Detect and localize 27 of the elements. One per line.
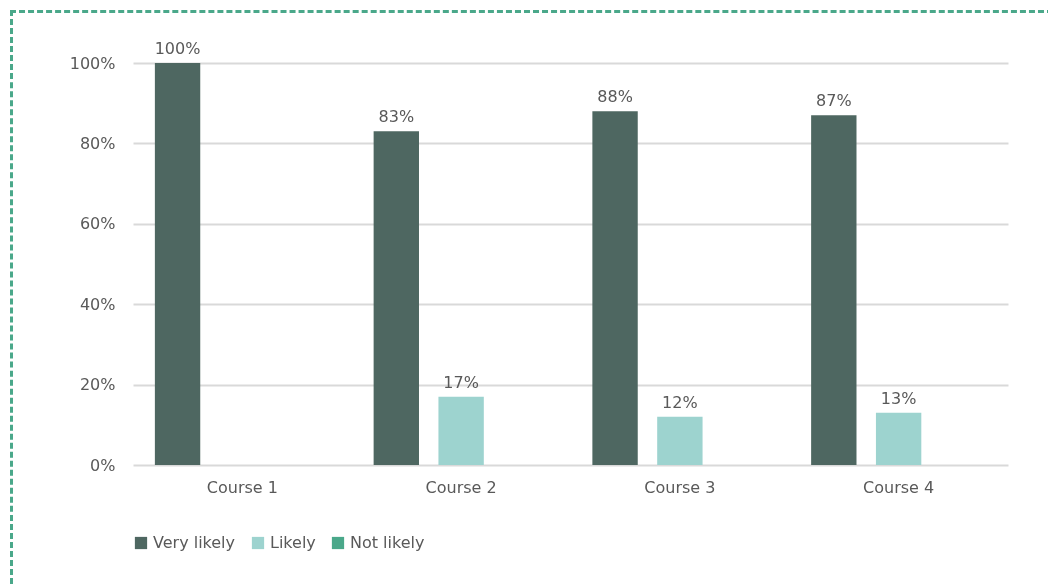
- x-tick-label: Course 4: [863, 477, 935, 497]
- y-tick-label: 60%: [79, 214, 116, 234]
- data-label: 13%: [880, 388, 917, 408]
- data-label: 100%: [154, 39, 201, 58]
- bar: [154, 63, 201, 465]
- legend-label: Very likely: [153, 533, 236, 552]
- x-tick-label: Course 2: [425, 477, 497, 497]
- bar: [373, 131, 419, 465]
- y-tick-label: 0%: [90, 455, 116, 475]
- data-label: 12%: [662, 392, 698, 412]
- data-label: 83%: [378, 107, 415, 127]
- bar: [811, 115, 857, 465]
- legend-label: Not likely: [350, 533, 425, 552]
- data-label: 87%: [816, 91, 852, 111]
- legend-label: Likely: [270, 533, 316, 552]
- x-tick-label: Course 3: [644, 477, 716, 497]
- data-label: 17%: [443, 372, 479, 392]
- y-tick-label: 100%: [69, 53, 116, 73]
- bar: [875, 412, 922, 465]
- bar: [592, 111, 638, 465]
- bar: [657, 416, 703, 465]
- y-tick-label: 40%: [79, 294, 116, 314]
- y-tick-label: 20%: [79, 375, 116, 395]
- y-tick-label: 80%: [79, 133, 116, 153]
- data-label: 88%: [597, 87, 633, 107]
- x-tick-label: Course 1: [206, 477, 278, 497]
- bar: [438, 396, 484, 465]
